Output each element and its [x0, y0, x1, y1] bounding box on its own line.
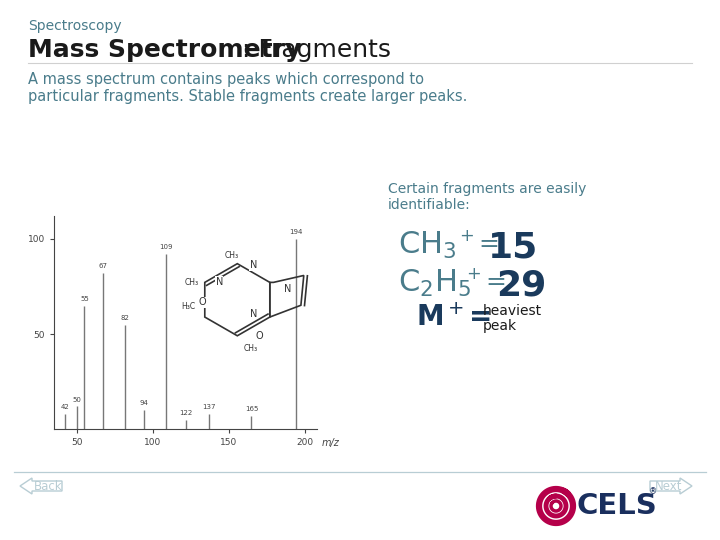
Circle shape	[94, 312, 99, 318]
Text: 137: 137	[202, 404, 216, 410]
Text: Mass Spectrometry: Mass Spectrometry	[28, 38, 301, 62]
Circle shape	[178, 248, 185, 255]
Circle shape	[108, 312, 114, 318]
Text: N: N	[284, 285, 292, 294]
Circle shape	[178, 230, 185, 238]
Text: $^+$=: $^+$=	[463, 268, 505, 292]
Text: $\mathbf{M}$$^+$=: $\mathbf{M}$$^+$=	[416, 304, 491, 332]
Text: 122: 122	[179, 410, 193, 416]
Text: A mass spectrum contains peaks which correspond to: A mass spectrum contains peaks which cor…	[28, 72, 424, 87]
Text: Certain fragments are easily: Certain fragments are easily	[388, 182, 586, 196]
Text: $\mathregular{C_2H_5}$: $\mathregular{C_2H_5}$	[398, 268, 471, 299]
Text: Spectroscopy: Spectroscopy	[28, 19, 122, 33]
Text: 15: 15	[488, 230, 539, 264]
Text: heaviest: heaviest	[483, 304, 542, 318]
Text: identifiable:: identifiable:	[388, 198, 471, 212]
Text: 94: 94	[139, 401, 148, 407]
Circle shape	[122, 265, 131, 274]
Text: $^+$=: $^+$=	[456, 230, 499, 254]
Text: O: O	[199, 298, 207, 307]
Text: 109: 109	[160, 244, 174, 250]
Bar	[173, 234, 191, 252]
Circle shape	[122, 243, 131, 252]
Text: 82: 82	[121, 315, 130, 321]
Circle shape	[132, 254, 142, 263]
Text: N: N	[250, 308, 257, 319]
Text: 55: 55	[80, 296, 89, 302]
Text: particular fragments. Stable fragments create larger peaks.: particular fragments. Stable fragments c…	[28, 89, 467, 104]
Text: 50: 50	[72, 397, 81, 403]
Text: CH₃: CH₃	[185, 278, 199, 287]
Text: 67: 67	[98, 264, 107, 269]
Text: : Fragments: : Fragments	[242, 38, 391, 62]
Text: CH₃: CH₃	[243, 344, 257, 353]
Text: m/z: m/z	[322, 438, 340, 448]
Bar	[96, 307, 112, 322]
Text: 165: 165	[245, 406, 258, 412]
Text: N: N	[215, 276, 223, 287]
Text: ®: ®	[649, 488, 657, 496]
Text: 194: 194	[289, 229, 302, 235]
Circle shape	[101, 319, 107, 326]
Text: peak: peak	[483, 319, 517, 333]
Circle shape	[111, 254, 120, 263]
Text: O: O	[255, 331, 263, 341]
Circle shape	[186, 239, 194, 246]
Text: CH₃: CH₃	[225, 251, 238, 260]
Text: 42: 42	[60, 404, 69, 410]
Bar	[115, 247, 138, 269]
Circle shape	[168, 239, 176, 246]
Text: H₃C: H₃C	[181, 302, 195, 311]
Text: Next: Next	[655, 480, 683, 492]
Text: $\mathregular{CH_3}$: $\mathregular{CH_3}$	[398, 230, 456, 261]
Text: 29: 29	[496, 268, 546, 302]
Text: Back: Back	[34, 480, 63, 492]
Circle shape	[101, 304, 107, 310]
Text: CELS: CELS	[577, 492, 658, 520]
Text: N: N	[250, 260, 257, 270]
